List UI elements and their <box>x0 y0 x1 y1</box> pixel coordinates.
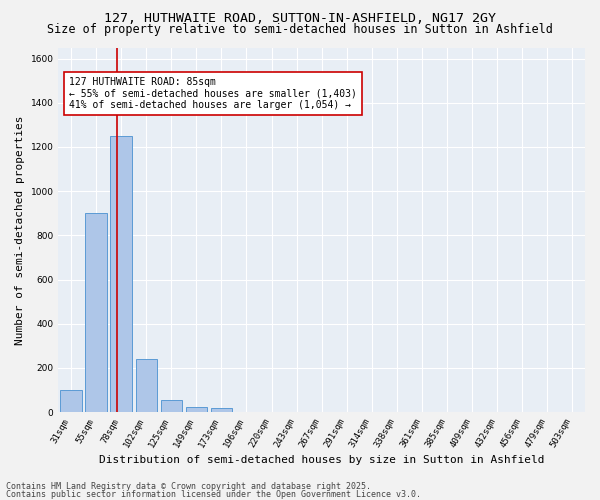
X-axis label: Distribution of semi-detached houses by size in Sutton in Ashfield: Distribution of semi-detached houses by … <box>99 455 544 465</box>
Text: 127 HUTHWAITE ROAD: 85sqm
← 55% of semi-detached houses are smaller (1,403)
41% : 127 HUTHWAITE ROAD: 85sqm ← 55% of semi-… <box>69 76 357 110</box>
Bar <box>60 390 82 412</box>
Bar <box>110 136 132 412</box>
Bar <box>185 406 207 412</box>
Text: Contains public sector information licensed under the Open Government Licence v3: Contains public sector information licen… <box>6 490 421 499</box>
Text: Contains HM Land Registry data © Crown copyright and database right 2025.: Contains HM Land Registry data © Crown c… <box>6 482 371 491</box>
Text: 127, HUTHWAITE ROAD, SUTTON-IN-ASHFIELD, NG17 2GY: 127, HUTHWAITE ROAD, SUTTON-IN-ASHFIELD,… <box>104 12 496 26</box>
Y-axis label: Number of semi-detached properties: Number of semi-detached properties <box>15 115 25 344</box>
Bar <box>136 359 157 412</box>
Bar <box>161 400 182 412</box>
Bar <box>211 408 232 412</box>
Bar <box>85 214 107 412</box>
Text: Size of property relative to semi-detached houses in Sutton in Ashfield: Size of property relative to semi-detach… <box>47 22 553 36</box>
